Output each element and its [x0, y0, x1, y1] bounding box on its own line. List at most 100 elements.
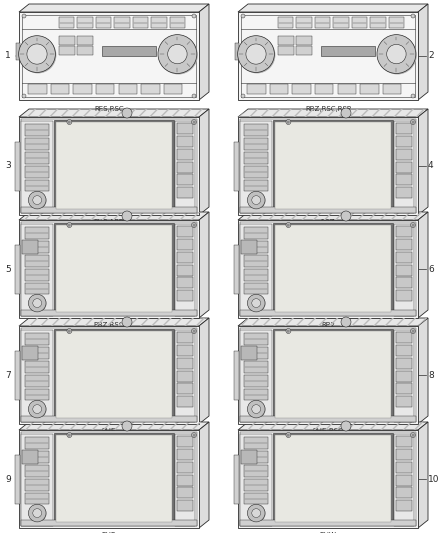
Bar: [240, 224, 272, 316]
Polygon shape: [199, 422, 209, 528]
Text: 3: 3: [5, 161, 11, 171]
Circle shape: [410, 119, 416, 125]
Bar: [177, 462, 193, 473]
Polygon shape: [238, 109, 428, 117]
Bar: [21, 310, 197, 316]
Bar: [133, 17, 148, 28]
Bar: [270, 84, 288, 94]
Circle shape: [286, 432, 291, 438]
Circle shape: [159, 36, 198, 75]
Circle shape: [122, 108, 132, 118]
Bar: [21, 207, 197, 213]
Bar: [238, 326, 418, 424]
Bar: [244, 166, 268, 177]
Bar: [276, 435, 392, 522]
Bar: [296, 46, 312, 54]
Bar: [244, 375, 268, 386]
Circle shape: [247, 504, 265, 522]
Bar: [16, 43, 20, 60]
Bar: [360, 84, 379, 94]
Text: 5: 5: [5, 264, 11, 273]
Bar: [25, 465, 49, 477]
Bar: [21, 222, 197, 316]
Bar: [25, 282, 49, 294]
Circle shape: [411, 14, 415, 18]
Bar: [241, 15, 415, 97]
Bar: [177, 487, 193, 498]
Circle shape: [122, 211, 132, 221]
Bar: [22, 450, 38, 464]
Circle shape: [29, 401, 46, 418]
Bar: [177, 187, 193, 198]
Circle shape: [29, 192, 46, 209]
Bar: [28, 84, 46, 94]
Bar: [177, 277, 193, 288]
Bar: [396, 383, 412, 394]
Bar: [25, 375, 49, 386]
Bar: [244, 180, 268, 191]
Polygon shape: [199, 212, 209, 318]
Bar: [244, 124, 268, 136]
Circle shape: [410, 432, 416, 438]
Polygon shape: [199, 4, 209, 100]
Circle shape: [33, 508, 42, 518]
Bar: [234, 351, 239, 400]
Bar: [54, 329, 174, 420]
Circle shape: [28, 400, 46, 418]
Text: RHR: RHR: [102, 532, 117, 533]
Circle shape: [247, 294, 265, 312]
Bar: [25, 437, 49, 449]
Circle shape: [33, 405, 42, 414]
Bar: [177, 358, 193, 369]
Polygon shape: [19, 109, 209, 117]
Bar: [240, 310, 416, 316]
Bar: [21, 520, 197, 526]
Bar: [396, 358, 412, 369]
Bar: [57, 331, 173, 418]
Circle shape: [410, 328, 416, 334]
Bar: [244, 152, 268, 164]
Bar: [21, 434, 53, 526]
Bar: [15, 141, 20, 190]
Circle shape: [410, 222, 416, 228]
Circle shape: [67, 222, 72, 228]
Bar: [21, 119, 197, 213]
Bar: [177, 449, 193, 460]
Bar: [25, 492, 49, 504]
Circle shape: [191, 432, 197, 438]
Circle shape: [158, 35, 197, 74]
Bar: [59, 46, 75, 54]
Bar: [278, 46, 294, 54]
Bar: [276, 331, 392, 418]
Text: RBZ,RSC: RBZ,RSC: [94, 322, 124, 328]
Bar: [241, 240, 257, 254]
Polygon shape: [418, 109, 428, 215]
Text: 2: 2: [428, 52, 434, 61]
Bar: [396, 187, 412, 198]
Bar: [25, 255, 49, 266]
Bar: [21, 416, 197, 422]
Circle shape: [241, 94, 245, 98]
Bar: [240, 432, 416, 526]
Bar: [396, 136, 412, 147]
Bar: [57, 225, 173, 312]
Circle shape: [191, 222, 197, 228]
Circle shape: [28, 191, 46, 209]
Bar: [278, 36, 294, 44]
Bar: [25, 333, 49, 345]
Bar: [276, 225, 392, 312]
Bar: [141, 84, 160, 94]
Bar: [57, 122, 173, 209]
Bar: [25, 451, 49, 463]
Bar: [59, 17, 74, 28]
Bar: [54, 223, 174, 314]
Bar: [177, 239, 193, 250]
Bar: [292, 84, 311, 94]
Circle shape: [22, 14, 26, 18]
Polygon shape: [418, 318, 428, 424]
Bar: [394, 330, 414, 422]
Bar: [238, 12, 418, 100]
Bar: [177, 174, 193, 185]
Bar: [19, 430, 199, 528]
Bar: [240, 434, 272, 526]
